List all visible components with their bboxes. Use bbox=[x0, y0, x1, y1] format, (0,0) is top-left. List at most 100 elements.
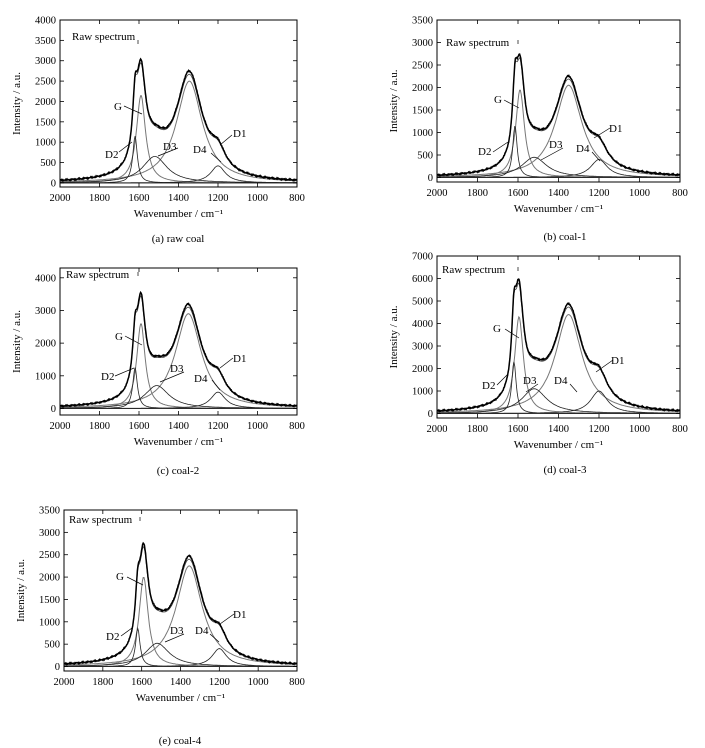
y-tick-label: 1500 bbox=[35, 117, 56, 128]
x-tick-label: 1400 bbox=[168, 193, 189, 204]
annotation-leader-d2 bbox=[492, 141, 509, 153]
raw-spectrum-curve bbox=[59, 57, 298, 183]
fitted-envelope-curve bbox=[59, 62, 298, 181]
annotation-raw-spectrum: Raw spectrum bbox=[72, 31, 136, 43]
x-tick-label: 1400 bbox=[548, 424, 569, 435]
y-tick-label: 4000 bbox=[412, 319, 433, 330]
peak-d4-curve bbox=[60, 391, 297, 409]
annotation-d4: D4 bbox=[194, 373, 208, 385]
peak-d3-curve bbox=[437, 388, 680, 414]
y-tick-label: 0 bbox=[428, 409, 433, 420]
annotation-d2: D2 bbox=[105, 149, 118, 161]
y-tick-label: 3000 bbox=[412, 38, 433, 49]
y-tick-label: 4000 bbox=[35, 16, 56, 27]
annotation-d3: D3 bbox=[523, 375, 537, 387]
annotation-leader-d3 bbox=[525, 383, 539, 393]
peak-d4-curve bbox=[64, 648, 297, 667]
annotation-d1: D1 bbox=[609, 123, 622, 135]
annotation-d3: D3 bbox=[163, 141, 177, 153]
x-tick-label: 1600 bbox=[129, 421, 150, 432]
y-tick-label: 4000 bbox=[35, 273, 56, 284]
y-tick-label: 1000 bbox=[39, 617, 60, 628]
x-tick-label: 2000 bbox=[54, 677, 75, 688]
annotation-d1: D1 bbox=[611, 355, 624, 367]
annotation-d2: D2 bbox=[106, 631, 119, 643]
annotation-leader-d4 bbox=[210, 152, 222, 163]
x-tick-label: 1200 bbox=[589, 424, 610, 435]
annotation-d4: D4 bbox=[554, 375, 568, 387]
y-tick-label: 2000 bbox=[35, 339, 56, 350]
y-tick-label: 2000 bbox=[39, 573, 60, 584]
peak-d4-curve bbox=[60, 165, 297, 184]
annotation-leader-g bbox=[503, 99, 520, 109]
y-tick-label: 1000 bbox=[35, 138, 56, 149]
chart-e: 2000 1800 1600 1400 1200 1000 800 0 500 1000 1500 2… bbox=[15, 506, 305, 748]
annotation-leader-d3 bbox=[540, 147, 564, 161]
y-tick-label: 0 bbox=[51, 178, 56, 189]
x-tick-label: 800 bbox=[289, 193, 305, 204]
annotation-raw-spectrum: Raw spectrum bbox=[66, 269, 130, 281]
peak-g-curve bbox=[60, 95, 297, 184]
y-axis-label: Intensity / a.u. bbox=[388, 305, 400, 368]
annotation-leader-d3 bbox=[157, 147, 179, 157]
x-tick-label: 800 bbox=[672, 424, 688, 435]
x-tick-label: 1800 bbox=[89, 193, 110, 204]
annotation-leader-d1 bbox=[219, 134, 233, 146]
peak-d2-curve bbox=[437, 125, 680, 178]
y-tick-label: 1000 bbox=[412, 387, 433, 398]
x-axis-label: Wavenumber / cm⁻¹ bbox=[136, 692, 225, 704]
peak-d3-curve bbox=[437, 156, 680, 178]
annotation-leader-d4 bbox=[569, 383, 578, 393]
x-tick-label: 1200 bbox=[208, 193, 229, 204]
y-tick-label: 2500 bbox=[39, 550, 60, 561]
panel-caption: (e) coal-4 bbox=[159, 735, 202, 747]
y-tick-label: 2500 bbox=[412, 61, 433, 72]
annotation-leader-g bbox=[123, 105, 143, 115]
x-tick-label: 1600 bbox=[508, 424, 529, 435]
peak-d1-curve bbox=[437, 84, 680, 177]
x-tick-label: 2000 bbox=[427, 188, 448, 199]
y-tick-label: 1500 bbox=[39, 595, 60, 606]
x-tick-label: 2000 bbox=[50, 193, 71, 204]
peak-d3-curve bbox=[64, 642, 297, 667]
annotation-d1: D1 bbox=[233, 353, 246, 365]
annotation-g: G bbox=[493, 323, 501, 335]
annotation-d1: D1 bbox=[233, 609, 246, 621]
x-tick-label: 1000 bbox=[629, 424, 650, 435]
annotation-leader-g bbox=[504, 328, 520, 339]
panel-caption: (c) coal-2 bbox=[157, 465, 199, 477]
annotation-leader-d1 bbox=[593, 127, 611, 139]
y-tick-label: 3500 bbox=[412, 16, 433, 27]
peak-d1-curve bbox=[64, 565, 298, 666]
peak-d1-curve bbox=[437, 314, 680, 413]
x-tick-label: 1800 bbox=[92, 677, 113, 688]
y-tick-label: 0 bbox=[51, 404, 56, 415]
chart-a: 2000 1800 1600 1400 1200 1000 800 0 500 1000 1500 2… bbox=[11, 16, 305, 246]
x-tick-label: 1400 bbox=[548, 188, 569, 199]
x-tick-label: 800 bbox=[289, 677, 305, 688]
annotation-d3: D3 bbox=[170, 363, 184, 375]
chart-b: 2000 1800 1600 1400 1200 1000 800 0 500 1000 1500 2… bbox=[388, 16, 688, 244]
x-tick-label: 1000 bbox=[247, 193, 268, 204]
x-tick-label: 1200 bbox=[589, 188, 610, 199]
annotation-leader-d1 bbox=[595, 359, 614, 373]
x-tick-label: 800 bbox=[672, 188, 688, 199]
y-axis-label: Intensity / a.u. bbox=[388, 69, 400, 132]
y-tick-label: 3000 bbox=[35, 306, 56, 317]
fitted-envelope-curve bbox=[436, 57, 681, 176]
annotation-g: G bbox=[494, 94, 502, 106]
x-tick-label: 800 bbox=[289, 421, 305, 432]
annotation-g: G bbox=[116, 571, 124, 583]
raw-spectrum-curve bbox=[63, 541, 298, 666]
x-tick-label: 1000 bbox=[247, 421, 268, 432]
annotation-leader-g bbox=[124, 335, 143, 346]
peak-d3-curve bbox=[60, 385, 297, 409]
x-tick-label: 1800 bbox=[467, 424, 488, 435]
annotation-d3: D3 bbox=[549, 139, 563, 151]
x-tick-label: 1400 bbox=[170, 677, 191, 688]
peak-d4-curve bbox=[437, 390, 681, 414]
annotation-leader-d3 bbox=[159, 371, 185, 383]
annotation-d2: D2 bbox=[482, 380, 495, 392]
annotation-leader-d4 bbox=[211, 379, 221, 391]
annotation-leader-g bbox=[126, 576, 144, 586]
